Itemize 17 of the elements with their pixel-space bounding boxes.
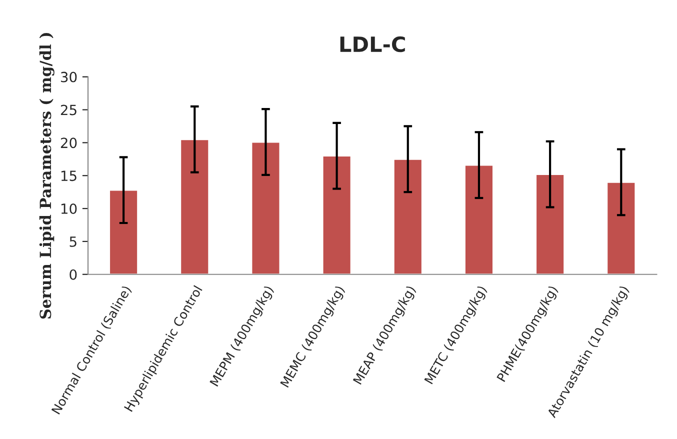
bar (180, 138, 210, 274)
bar (606, 181, 636, 274)
bar (250, 141, 281, 274)
chart-title: LDL-C (340, 36, 405, 52)
y-tick-label: 25 (60, 104, 76, 116)
bar (392, 158, 423, 274)
y-tick-label: 10 (61, 203, 77, 214)
bar (108, 189, 138, 274)
y-tick-label: 5 (70, 236, 76, 247)
y-tick-label: 0 (70, 269, 77, 280)
y-tick-label: 15 (61, 170, 76, 182)
bar (535, 174, 565, 274)
bar (464, 164, 494, 274)
y-tick-label: 20 (60, 138, 77, 148)
y-tick-label: 30 (60, 72, 77, 82)
bar (322, 155, 352, 274)
y-axis-title: Serum Lipid Parameters ( mg/dl ) (39, 33, 54, 319)
